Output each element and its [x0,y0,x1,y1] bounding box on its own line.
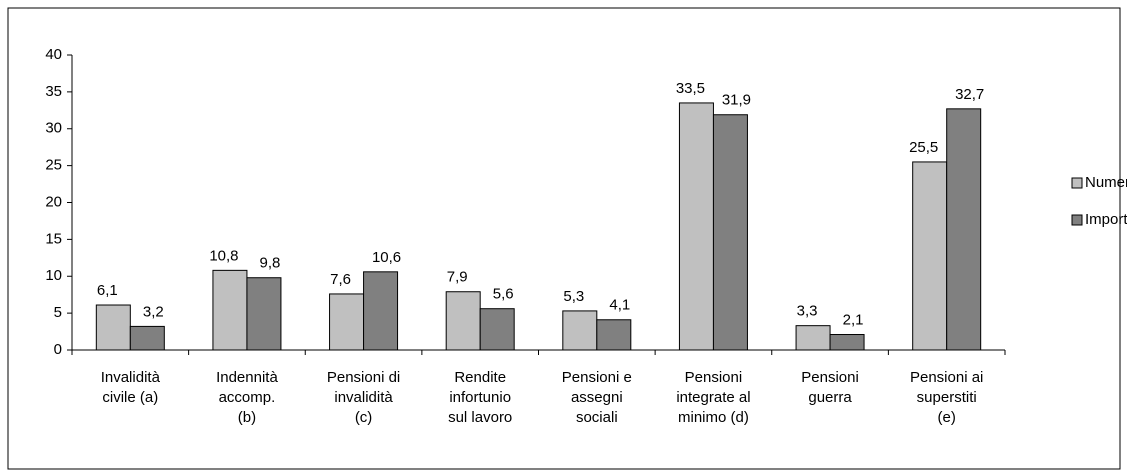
value-label: 3,3 [797,303,818,320]
y-tick-label: 15 [45,230,62,247]
value-label: 2,1 [843,311,864,328]
legend-swatch [1071,214,1083,226]
value-label: 7,9 [447,269,468,286]
bar [329,293,365,351]
bar [678,102,714,351]
value-label: 3,2 [143,303,164,320]
y-tick-label: 40 [45,46,62,63]
bar [946,108,982,351]
bar [445,291,481,351]
y-tick-label: 20 [45,193,62,210]
x-tick-label: Rendite infortunio sul lavoro [448,369,513,426]
bar [829,334,865,351]
x-tick-label: Pensioni integrate al minimo (d) [676,369,751,426]
y-tick-label: 35 [45,83,62,100]
bar [246,277,282,351]
value-label: 6,1 [97,282,118,299]
value-label: 10,6 [372,249,401,266]
value-label: 4,1 [609,297,630,314]
value-label: 33,5 [676,80,705,97]
y-tick-label: 10 [45,267,62,284]
x-tick-label: Invalidità civile (a) [100,369,160,406]
bar [363,271,399,351]
y-tick-label: 30 [45,120,62,137]
value-label: 5,3 [563,288,584,305]
x-tick-label: Pensioni e assegni sociali [561,369,632,426]
legend-swatch [1071,177,1083,189]
bar [562,310,598,351]
value-label: 32,7 [955,86,984,103]
value-label: 25,5 [909,139,938,156]
value-label: 10,8 [209,247,238,264]
x-tick-label: Pensioni di invalidità (c) [326,369,401,426]
bar [912,161,948,351]
bar [479,308,515,351]
legend-label: Numero [1085,174,1127,191]
bar [795,325,831,351]
x-tick-label: Pensioni guerra [801,369,859,406]
bar [95,304,131,351]
bar [212,269,248,351]
value-label: 5,6 [493,286,514,303]
bar [712,114,748,351]
bar [129,325,165,351]
value-label: 9,8 [260,255,281,272]
value-label: 31,9 [722,92,751,109]
bar [596,319,632,351]
x-tick-label: Indennità accomp. (b) [216,369,278,426]
x-tick-label: Pensioni ai superstiti (e) [909,369,984,426]
chart-border [7,7,1121,470]
value-label: 7,6 [330,271,351,288]
y-tick-label: 0 [54,341,62,358]
y-tick-label: 5 [54,304,62,321]
y-tick-label: 25 [45,157,62,174]
legend-label: Importo [1085,211,1127,228]
